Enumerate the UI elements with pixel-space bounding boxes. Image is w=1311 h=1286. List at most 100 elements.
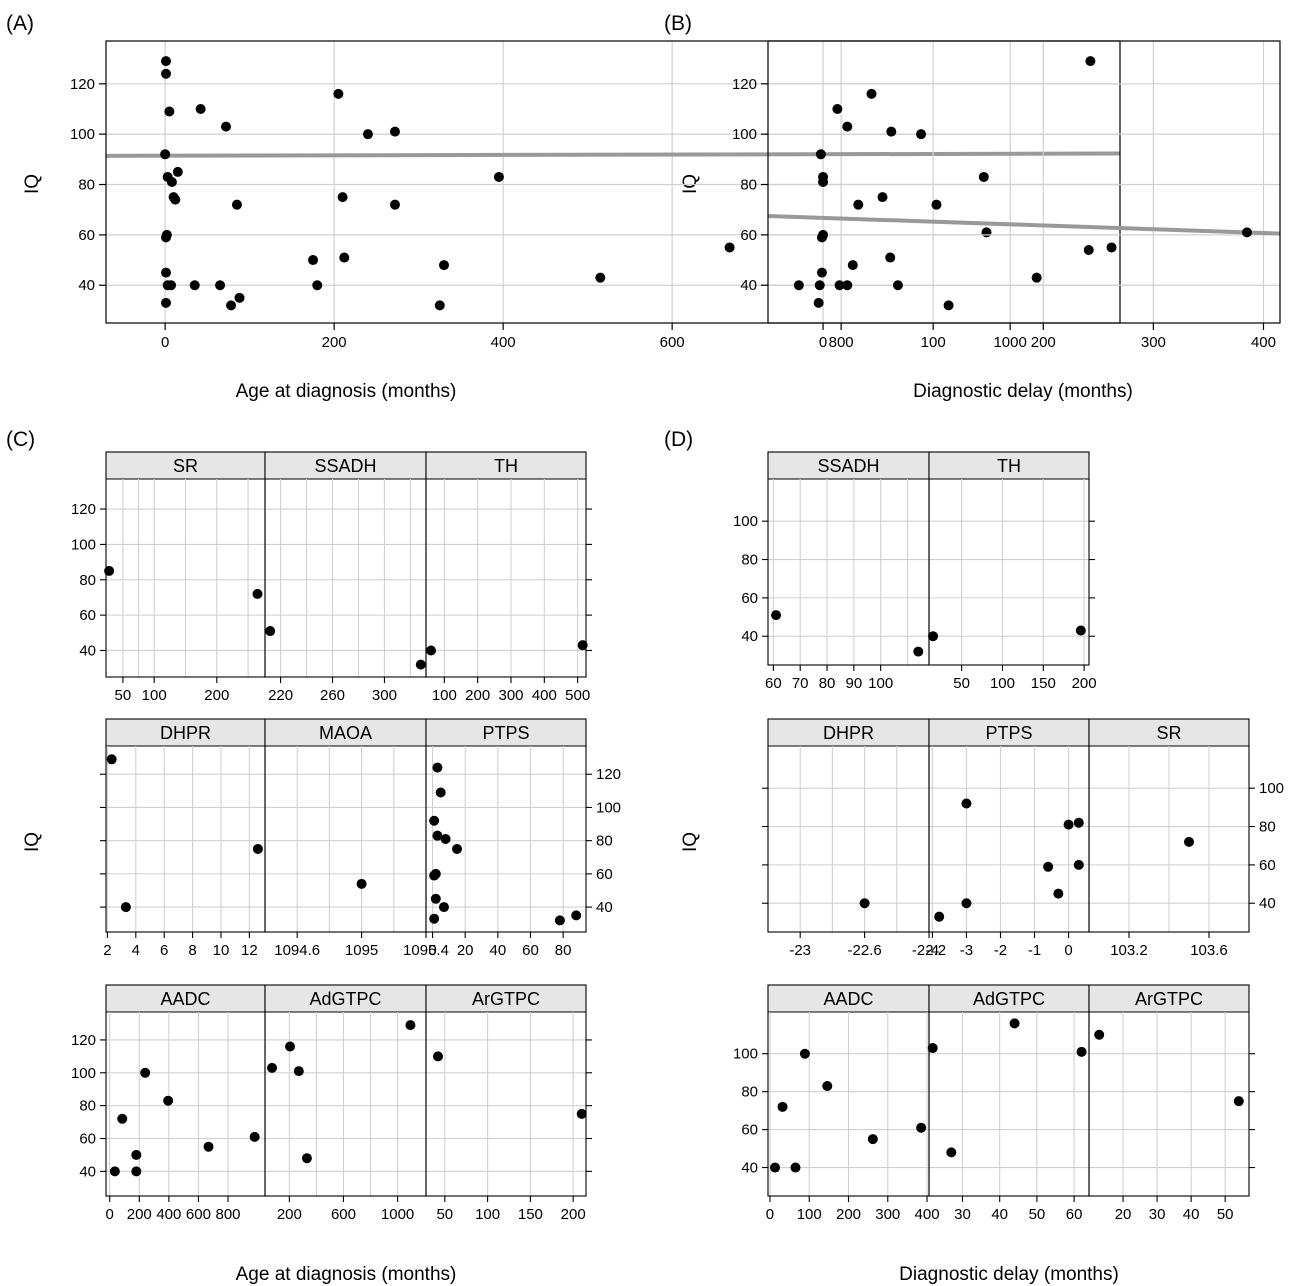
panel-label-a: (A) bbox=[6, 12, 34, 35]
chart-c-ptps-facet: PTPS 0 20 40 60 80 40 60 80 100 120 bbox=[425, 718, 621, 959]
ylabel-a: IQ bbox=[22, 174, 43, 194]
chart-c-sr-xtick-label: 50 bbox=[115, 687, 132, 704]
chart-d-aadc-xtick-label: 400 bbox=[915, 1206, 940, 1223]
chart-b-data-point bbox=[978, 171, 989, 182]
chart-a-data-point bbox=[337, 192, 348, 203]
chart-d-dhpr-frame bbox=[767, 718, 930, 933]
chart-c-ssadh-data-point bbox=[265, 626, 276, 637]
chart-c-ssadh-frame bbox=[264, 451, 427, 678]
chart-a-data-point bbox=[362, 129, 373, 140]
chart-c-ptps-ytick-label-right: 60 bbox=[596, 866, 613, 883]
chart-d-dhpr-facet: DHPR -23 -22.6 -22.2 bbox=[762, 718, 946, 959]
chart-d-ssadh-strip bbox=[767, 451, 930, 480]
chart-a-data-point bbox=[493, 171, 504, 182]
chart-d-ptps-xtick-label: -2 bbox=[994, 942, 1007, 959]
chart-b-data-point bbox=[943, 300, 954, 311]
chart-c-dhpr-facet: DHPR 2 4 6 8 10 12 bbox=[100, 718, 266, 959]
chart-c-argtpc-xtick-label: 100 bbox=[475, 1206, 500, 1223]
chart-d-dhpr-strip-label: DHPR bbox=[823, 723, 874, 743]
chart-c-aadc-data-point bbox=[140, 1067, 151, 1078]
chart-c-adgtpc-data-point bbox=[285, 1041, 296, 1052]
chart-a-xtick-label: 0 bbox=[161, 334, 169, 351]
chart-b-ytick-label: 80 bbox=[740, 177, 757, 194]
chart-d-aadc-data-point bbox=[790, 1162, 801, 1173]
chart-d-ssadh-xtick-label: 100 bbox=[868, 675, 893, 692]
chart-c-sr-ytick-label: 60 bbox=[79, 607, 96, 624]
chart-c-ssadh-strip-label: SSADH bbox=[314, 456, 376, 476]
chart-d-ssadh-data-point bbox=[771, 610, 782, 621]
chart-a-data-point bbox=[189, 280, 200, 291]
chart-c-aadc-ytick-label: 100 bbox=[71, 1065, 96, 1082]
chart-d-ssadh-xtick-label: 80 bbox=[819, 675, 836, 692]
chart-c-sr-ytick-label: 100 bbox=[71, 536, 96, 553]
chart-c-argtpc-xtick-label: 50 bbox=[436, 1206, 453, 1223]
chart-c-aadc-data-point bbox=[109, 1166, 120, 1177]
chart-c-ptps-data-point bbox=[571, 910, 582, 921]
chart-a-data-point bbox=[389, 199, 400, 210]
chart-b-data-point bbox=[847, 260, 858, 271]
chart-b-data-point bbox=[853, 199, 864, 210]
chart-d-ptps-data-point bbox=[1073, 859, 1084, 870]
chart-c-argtpc-data-point bbox=[432, 1051, 443, 1062]
chart-d-ptps-xtick-label: 0 bbox=[1064, 942, 1072, 959]
chart-c-sr-ytick-label: 120 bbox=[71, 501, 96, 518]
chart-c-ptps-data-point bbox=[432, 762, 443, 773]
chart-c-argtpc-facet: ArGTPC 50 100 150 200 bbox=[425, 984, 592, 1223]
chart-d-aadc-ytick-label: 80 bbox=[741, 1084, 758, 1101]
chart-b-data-point bbox=[877, 192, 888, 203]
chart-a-data-point bbox=[333, 88, 344, 99]
chart-d-ptps-data-point bbox=[1043, 861, 1054, 872]
chart-d-th-strip-label: TH bbox=[997, 456, 1021, 476]
chart-c-ptps-ytick-label-right: 120 bbox=[596, 766, 621, 783]
chart-a-data-point bbox=[160, 149, 171, 160]
chart-a-data-point bbox=[595, 272, 606, 283]
chart-c-dhpr-xtick-label: 8 bbox=[188, 942, 196, 959]
chart-b-data-point bbox=[816, 232, 827, 243]
chart-c-aadc-data-point bbox=[131, 1149, 142, 1160]
panel-label-d: (D) bbox=[664, 428, 693, 451]
chart-d-th-data-point bbox=[1075, 625, 1086, 636]
chart-d-ssadh-ytick-label: 40 bbox=[741, 628, 758, 645]
chart-a-xtick-label: 600 bbox=[660, 334, 685, 351]
chart-c-maoa-frame bbox=[264, 718, 427, 933]
chart-c-sr-strip-label: SR bbox=[173, 456, 198, 476]
xlabel-d: Diagnostic delay (months) bbox=[899, 1264, 1119, 1285]
chart-b-fit-line bbox=[767, 213, 1281, 236]
chart-b-data-point bbox=[886, 126, 897, 137]
chart-a-ytick-label: 80 bbox=[78, 177, 95, 194]
chart-c-adgtpc-facet: AdGTPC 200 600 1000 bbox=[264, 984, 427, 1223]
chart-c-aadc-xtick-label: 0 bbox=[106, 1206, 114, 1223]
chart-c-maoa-xtick-label: 1095.4 bbox=[403, 942, 449, 959]
chart-a-ytick-label: 120 bbox=[70, 76, 95, 93]
chart-c-sr-strip bbox=[105, 451, 266, 480]
chart-a-data-point bbox=[172, 166, 183, 177]
chart-b-ytick-label: 120 bbox=[732, 76, 757, 93]
chart-d-sr-ytick-label-right: 40 bbox=[1259, 895, 1276, 912]
chart-d-ptps-strip bbox=[928, 718, 1090, 747]
chart-c-sr-data-point bbox=[104, 565, 115, 576]
chart-c-ssadh-data-point bbox=[415, 659, 426, 670]
chart-d-ptps-strip-label: PTPS bbox=[985, 723, 1032, 743]
chart-c-argtpc-frame bbox=[425, 984, 587, 1197]
chart-d-ssadh-ytick-label: 100 bbox=[733, 513, 758, 530]
ylabel-d: IQ bbox=[680, 832, 701, 852]
chart-c-sr-xtick-label: 100 bbox=[142, 687, 167, 704]
chart-d-argtpc-data-point bbox=[1094, 1029, 1105, 1040]
chart-d-aadc-ytick-label: 40 bbox=[741, 1160, 758, 1177]
chart-a-plot-frame bbox=[105, 40, 1121, 324]
chart-d-aadc-data-point bbox=[777, 1101, 788, 1112]
chart-c-ssadh-facet: SSADH 220 260 300 bbox=[264, 451, 427, 704]
xlabel-a: Age at diagnosis (months) bbox=[236, 381, 457, 402]
chart-a-data-point bbox=[166, 177, 177, 187]
chart-b-data-point bbox=[916, 129, 927, 140]
chart-a-data-point bbox=[981, 227, 992, 238]
chart-d-ptps-xtick-label: -4 bbox=[926, 942, 939, 959]
chart-a-xtick-label: 200 bbox=[322, 334, 347, 351]
chart-a-data-point bbox=[215, 280, 226, 291]
chart-d-adgtpc-xtick-label: 30 bbox=[954, 1206, 971, 1223]
chart-a-fit-line bbox=[105, 151, 1121, 158]
chart-d-th-xtick-label: 50 bbox=[953, 675, 970, 692]
chart-c-th-strip bbox=[425, 451, 587, 480]
chart-a-data-point bbox=[195, 103, 206, 114]
